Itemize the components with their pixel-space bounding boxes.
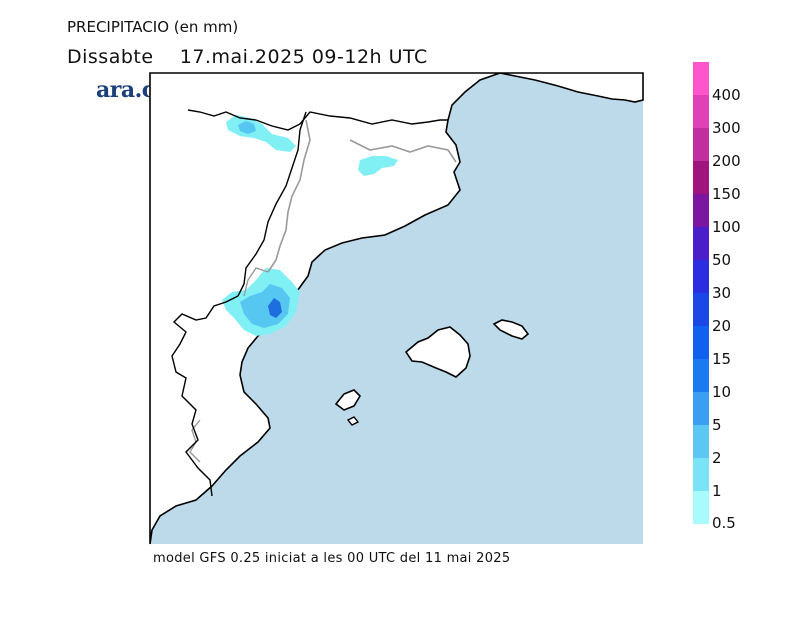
island-mallorca (404, 326, 471, 378)
legend-swatch-50 (693, 227, 709, 260)
legend-swatch-200 (693, 128, 709, 161)
legend-label-15: 15 (712, 350, 732, 368)
period-label: 09-12h UTC (311, 46, 428, 68)
legend-label-400: 400 (712, 86, 741, 104)
border-pyrenees (187, 109, 448, 131)
region-border-catalonia-north (349, 139, 457, 163)
legend-swatch-30 (693, 260, 709, 293)
region-border-valencia (243, 267, 269, 297)
island-menorca (492, 319, 530, 340)
legend-swatch-400 (693, 62, 709, 95)
legend-label-300: 300 (712, 119, 741, 137)
precip-blob-ebro-core (268, 298, 282, 318)
border-west-inland (171, 295, 239, 497)
legend-swatch-1 (693, 458, 709, 491)
legend-label-1: 1 (712, 482, 722, 500)
legend-swatch-2 (693, 425, 709, 458)
legend-swatch-300 (693, 95, 709, 128)
island-formentera (346, 416, 360, 426)
date-label: 17.mai.2025 (179, 46, 306, 68)
map-variable-title: PRECIPITACIO (en mm) (67, 18, 239, 36)
precip-blob-girona (358, 156, 398, 176)
legend-swatch-0-5 (693, 491, 709, 524)
legend-swatch-15 (693, 326, 709, 359)
precip-blob-ebro-mid (240, 284, 290, 328)
legend-label-50: 50 (712, 251, 732, 269)
legend-swatch-20 (693, 293, 709, 326)
day-label: Dissabte (67, 46, 154, 68)
legend-label-200: 200 (712, 152, 741, 170)
legend-label-0-5: 0.5 (712, 514, 736, 532)
legend-label-150: 150 (712, 185, 741, 203)
map-date-title: Dissabte 17.mai.2025 09-12h UTC (67, 46, 428, 68)
precip-blob-pyrenees-core (238, 121, 256, 134)
precip-legend-bar (693, 62, 709, 524)
legend-label-10: 10 (712, 383, 732, 401)
legend-swatch-150 (693, 161, 709, 194)
model-caption: model GFS 0.25 iniciat a les 00 UTC del … (153, 551, 511, 566)
legend-label-2: 2 (712, 449, 722, 467)
legend-label-5: 5 (712, 416, 722, 434)
legend-swatch-100 (693, 194, 709, 227)
north-land (499, 72, 644, 103)
legend-label-100: 100 (712, 218, 741, 236)
legend-label-20: 20 (712, 317, 732, 335)
border-aragon (237, 111, 307, 297)
region-border-catalonia-west (267, 119, 311, 273)
legend-swatch-5 (693, 392, 709, 425)
island-eivissa (334, 389, 362, 411)
legend-label-30: 30 (712, 284, 732, 302)
legend-swatch-10 (693, 359, 709, 392)
